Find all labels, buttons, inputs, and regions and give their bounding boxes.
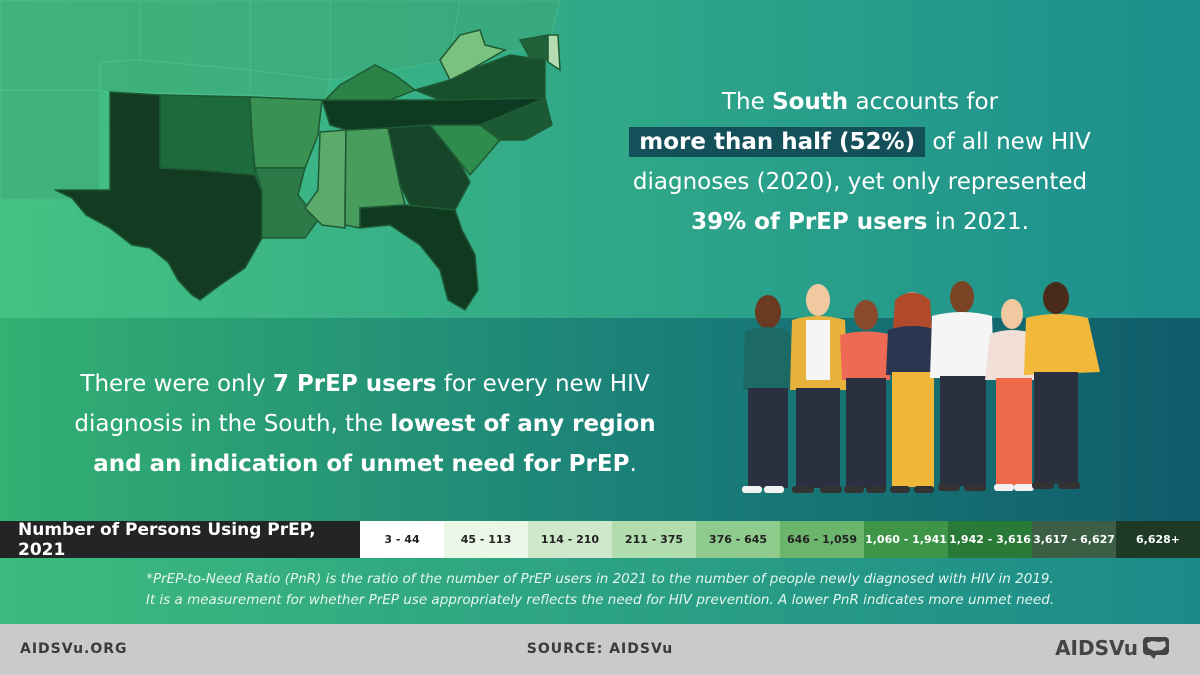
headline-line-2: more than half (52%) of all new HIV [600,122,1120,162]
site-link[interactable]: AIDSVu.ORG [20,641,128,657]
legend-range: 3,617 - 6,627 [1032,521,1116,558]
highlight-box: more than half (52%) [629,127,926,157]
footnote-line-1: *PrEP-to-Need Ratio (PnR) is the ratio o… [146,571,1054,587]
headline-line-1: The South accounts for [721,89,999,115]
legend-range: 45 - 113 [444,521,528,558]
aidsvu-logo: AIDSVu [1055,636,1170,660]
secondary-line-1: There were only 7 PrEP users for every n… [80,371,650,397]
people-group-icon [742,281,1100,493]
legend-range: 1,060 - 1,941 [864,521,948,558]
footer: AIDSVu.ORG SOURCE: AIDSVu AIDSVu [0,624,1200,675]
legend-range: 3 - 44 [360,521,444,558]
headline-line-4: 39% of PrEP users in 2021. [691,209,1029,235]
legend-range: 646 - 1,059 [780,521,864,558]
footnote-line-2: It is a measurement for whether PrEP use… [145,592,1055,608]
secondary-line-3: and an indication of unmet need for PrEP… [93,451,637,477]
source-label: SOURCE: AIDSVu [526,641,674,657]
legend-title: Number of Persons Using PrEP, 2021 [0,520,360,560]
legend-range: 211 - 375 [612,521,696,558]
legend-range: 376 - 645 [696,521,780,558]
legend: Number of Persons Using PrEP, 2021 3 - 4… [0,520,1200,560]
us-south-map-icon [0,0,561,312]
legend-range: 1,942 - 3,616 [948,521,1032,558]
legend-range: 114 - 210 [528,521,612,558]
headline: The South accounts for more than half (5… [600,82,1120,242]
secondary-text: There were only 7 PrEP users for every n… [40,364,690,484]
aidsvu-map-logo-icon [1143,637,1169,659]
legend-range: 6,628+ [1116,521,1200,558]
logo-text: AIDSVu [1055,636,1138,660]
secondary-line-2: diagnosis in the South, the lowest of an… [74,411,656,437]
headline-line-3: diagnoses (2020), yet only represented [632,169,1088,195]
footnote: *PrEP-to-Need Ratio (PnR) is the ratio o… [0,569,1200,611]
